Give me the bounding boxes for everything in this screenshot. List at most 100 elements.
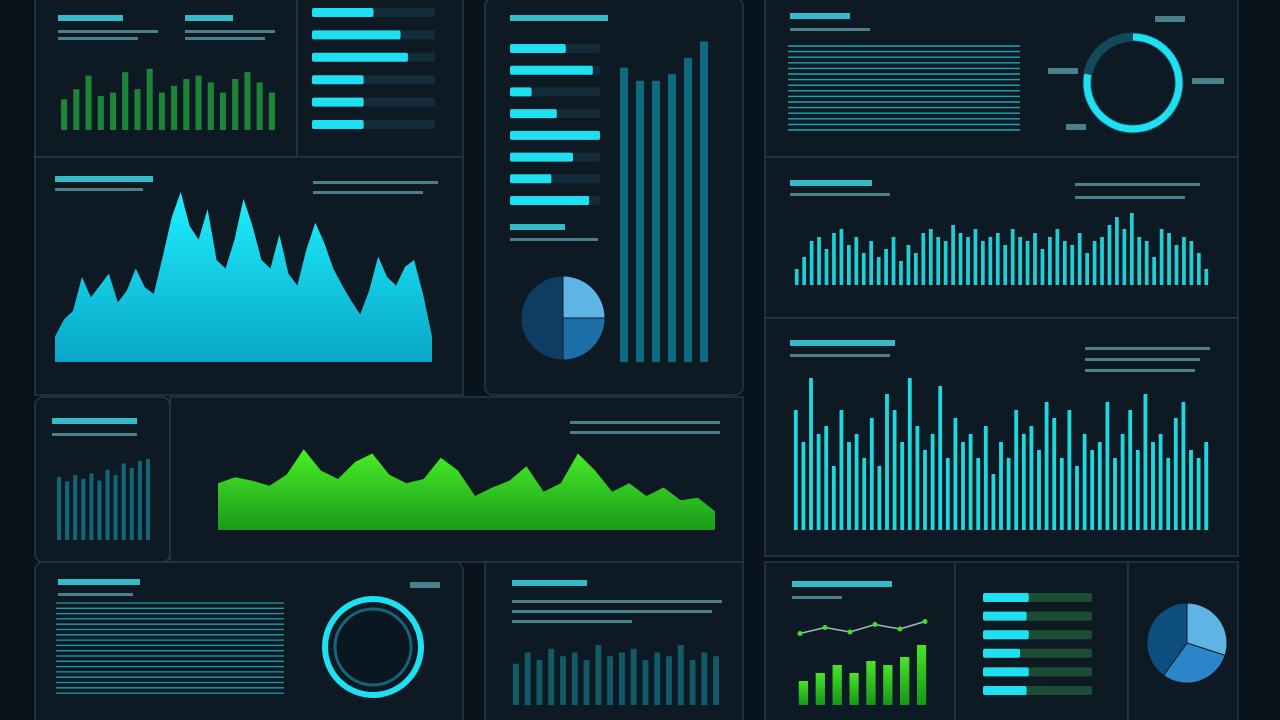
bar — [809, 378, 813, 530]
donut-arc — [1083, 33, 1183, 133]
label-placeholder — [1075, 196, 1185, 199]
pie-slice — [520, 275, 564, 361]
bar — [630, 648, 637, 705]
bar — [65, 481, 70, 540]
bar — [1097, 442, 1102, 530]
label-placeholder — [790, 193, 890, 196]
bar — [1018, 237, 1022, 285]
bar — [1029, 426, 1034, 530]
bar — [256, 82, 263, 130]
bar — [510, 44, 566, 53]
bar — [861, 253, 866, 285]
label-placeholder — [790, 340, 895, 346]
bar — [832, 665, 842, 705]
pie-slice — [562, 317, 606, 361]
bar — [1040, 249, 1045, 285]
label-placeholder — [1085, 347, 1210, 350]
bar — [1167, 233, 1171, 285]
bar — [938, 386, 943, 530]
bar — [1062, 241, 1067, 285]
bar — [839, 229, 844, 285]
bar — [862, 458, 867, 530]
bar — [652, 80, 660, 362]
bar — [849, 673, 859, 705]
bar — [928, 229, 933, 285]
bar — [219, 92, 227, 130]
bar — [869, 418, 874, 530]
bar — [815, 673, 825, 705]
bar — [1077, 233, 1082, 285]
bar — [914, 253, 918, 285]
label-placeholder — [58, 30, 158, 33]
area — [218, 449, 715, 530]
bar — [1048, 237, 1052, 285]
bar — [195, 75, 202, 130]
bar — [129, 468, 134, 540]
bar — [958, 233, 963, 285]
bar — [244, 72, 251, 130]
bar — [869, 241, 874, 285]
bar — [1070, 245, 1075, 285]
label-placeholder — [58, 579, 140, 585]
bar — [1120, 434, 1125, 530]
bar — [809, 241, 814, 285]
bar — [97, 96, 104, 130]
bar — [884, 249, 888, 285]
bar — [113, 475, 118, 540]
label-placeholder — [570, 431, 720, 434]
bar — [618, 652, 625, 705]
bar — [988, 237, 993, 285]
bar — [312, 8, 374, 17]
bar — [961, 442, 965, 530]
bar — [854, 434, 859, 530]
bar — [654, 652, 661, 705]
panel — [34, 0, 298, 158]
bar — [983, 686, 1027, 695]
bar — [57, 477, 62, 540]
bar — [1113, 458, 1117, 530]
bar — [995, 233, 1000, 285]
bar — [983, 593, 1029, 602]
bar — [907, 378, 912, 530]
bar — [1129, 213, 1134, 285]
bar — [312, 75, 364, 85]
bar — [134, 89, 141, 130]
bar — [983, 426, 988, 530]
bar — [61, 99, 68, 130]
label-placeholder — [510, 224, 565, 230]
bar — [207, 82, 214, 130]
bar — [976, 458, 981, 530]
bar — [1006, 458, 1011, 530]
bar — [105, 469, 110, 540]
label-placeholder — [790, 13, 850, 19]
ring — [322, 596, 424, 698]
bar — [1173, 418, 1178, 530]
bar — [268, 92, 275, 130]
bar — [73, 475, 78, 540]
bar — [801, 442, 806, 530]
point — [922, 619, 928, 624]
bar — [1075, 466, 1079, 530]
bar — [583, 660, 590, 705]
bar — [1082, 434, 1087, 530]
label-placeholder — [185, 30, 275, 33]
bar — [1059, 458, 1064, 530]
bar — [816, 434, 821, 530]
bar — [312, 30, 401, 40]
label-placeholder — [1155, 16, 1185, 22]
bar — [891, 237, 896, 285]
label-placeholder — [790, 28, 870, 31]
bar — [892, 410, 897, 530]
bar — [1143, 394, 1148, 530]
bar — [1025, 241, 1030, 285]
bar — [1122, 229, 1127, 285]
bar — [915, 426, 920, 530]
bar — [1152, 257, 1157, 285]
bar — [607, 656, 614, 705]
point — [797, 631, 803, 636]
bar — [145, 459, 150, 540]
label-placeholder — [185, 37, 265, 40]
label-placeholder — [792, 596, 842, 599]
bar — [930, 434, 935, 530]
bar — [510, 87, 532, 97]
